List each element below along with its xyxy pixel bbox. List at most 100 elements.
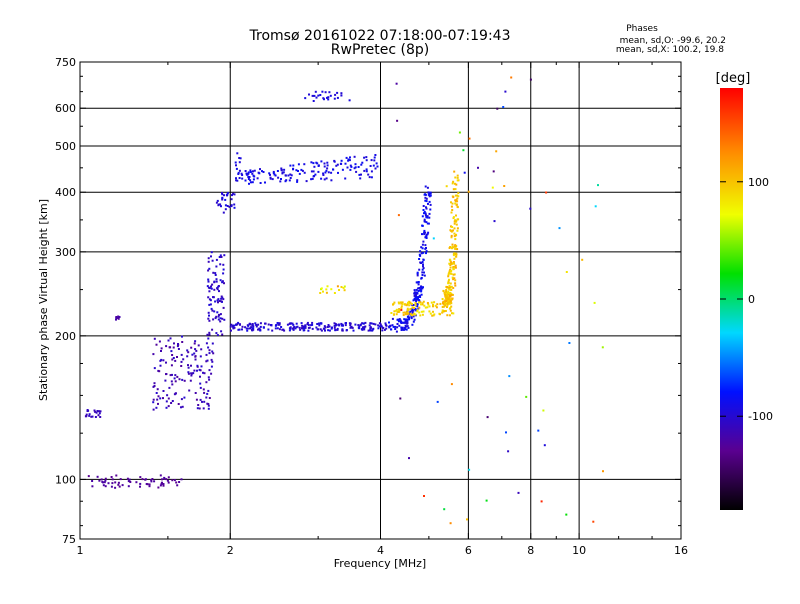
data-point (159, 364, 162, 367)
data-point (208, 303, 211, 306)
data-point (264, 322, 267, 325)
data-point (330, 171, 333, 174)
data-point (428, 305, 431, 308)
data-point (126, 477, 129, 480)
data-point (118, 316, 121, 318)
data-point (452, 287, 455, 289)
data-point (176, 345, 179, 348)
data-point (436, 400, 439, 403)
data-point (95, 411, 98, 414)
data-point (257, 171, 260, 174)
data-point (301, 169, 304, 172)
data-point (296, 180, 299, 183)
data-point (330, 327, 333, 330)
data-point (311, 321, 314, 324)
data-point (208, 290, 211, 293)
data-point (397, 318, 400, 321)
data-point (425, 206, 427, 209)
data-point (271, 178, 274, 181)
data-point (121, 484, 124, 487)
data-point (208, 352, 211, 355)
data-point (306, 323, 309, 326)
data-point (447, 275, 450, 278)
data-point (449, 264, 452, 266)
data-point (313, 94, 316, 97)
data-point (421, 261, 424, 263)
data-point (153, 367, 156, 370)
data-point (400, 307, 403, 310)
data-point (428, 216, 431, 219)
data-point (282, 171, 285, 174)
data-point (445, 291, 448, 294)
data-point (111, 478, 114, 481)
data-point (224, 204, 227, 207)
y-tick-label: 500 (55, 140, 76, 153)
data-point (182, 358, 185, 361)
data-point (327, 171, 330, 174)
data-point (197, 344, 200, 347)
x-tick-label: 8 (527, 544, 534, 557)
data-point (174, 359, 177, 362)
data-point (344, 324, 347, 327)
data-point (159, 484, 162, 487)
data-point (220, 297, 223, 300)
data-point (210, 365, 213, 368)
data-point (208, 319, 211, 322)
data-point (245, 173, 248, 176)
data-point (411, 323, 414, 326)
data-point (341, 328, 344, 331)
data-point (401, 301, 404, 304)
data-point (98, 412, 101, 415)
data-point (417, 283, 420, 286)
data-point (423, 210, 426, 213)
data-point (421, 313, 424, 316)
data-point (340, 159, 343, 162)
data-point (445, 300, 448, 303)
data-point (170, 350, 173, 353)
data-point (447, 297, 449, 300)
data-point (210, 287, 213, 290)
data-point (340, 92, 343, 95)
data-point (452, 229, 454, 232)
data-point (400, 327, 403, 330)
data-point (415, 295, 417, 298)
data-point (360, 173, 362, 176)
data-point (370, 170, 373, 173)
data-point (442, 290, 445, 292)
data-point (292, 323, 295, 326)
data-point (422, 258, 425, 261)
data-point (447, 290, 450, 293)
data-point (421, 268, 424, 271)
x-tick-label: 2 (227, 544, 234, 557)
data-point (208, 397, 211, 399)
data-point (194, 392, 197, 394)
data-point (448, 307, 451, 310)
data-point (247, 176, 250, 178)
data-point (295, 326, 298, 329)
data-point (230, 204, 233, 207)
data-point (173, 393, 176, 396)
data-point (454, 266, 457, 269)
data-point (212, 352, 215, 355)
data-point (203, 372, 206, 375)
data-point (381, 326, 384, 329)
data-point (312, 162, 315, 165)
data-point (449, 294, 451, 297)
data-point (190, 372, 193, 375)
data-point (336, 91, 339, 94)
data-point (322, 172, 325, 175)
data-point (406, 311, 409, 314)
data-point (235, 167, 238, 170)
data-point (568, 342, 571, 344)
data-point (326, 326, 329, 328)
data-point (422, 286, 424, 289)
data-point (432, 237, 435, 240)
data-point (207, 403, 210, 405)
data-point (247, 171, 250, 174)
data-point (199, 375, 201, 378)
data-point (236, 179, 239, 182)
data-point (374, 167, 377, 170)
data-point (85, 415, 88, 418)
data-point (452, 262, 455, 265)
data-point (235, 323, 237, 326)
